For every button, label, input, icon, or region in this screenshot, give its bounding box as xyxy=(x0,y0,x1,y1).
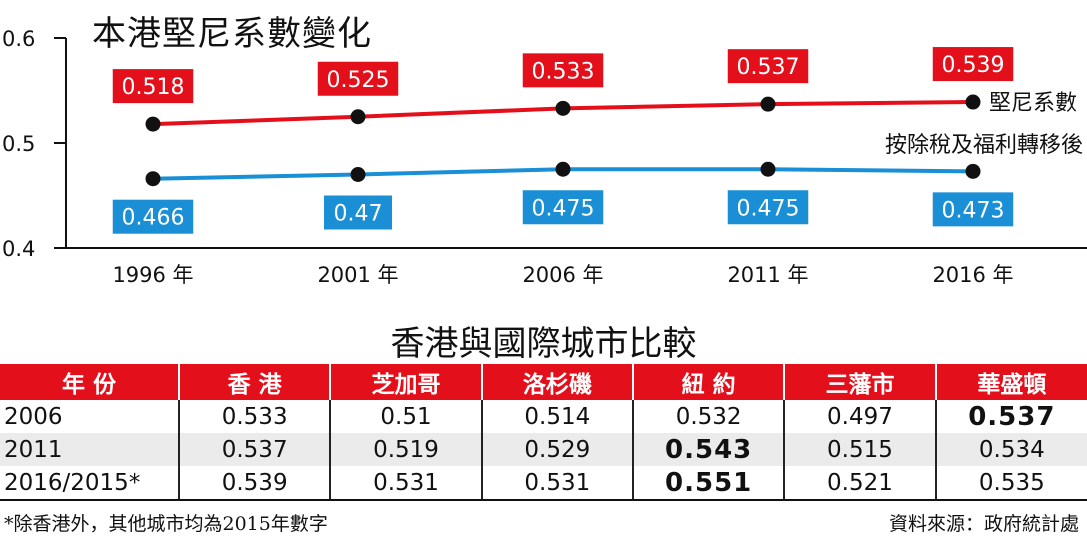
data-label: 0.466 xyxy=(122,206,185,231)
y-tick-label: 0.6 xyxy=(2,27,35,51)
data-label-box xyxy=(522,190,604,225)
x-tick-label: 2011 年 xyxy=(727,263,808,287)
cell-value-highlight: 0.551 xyxy=(631,466,785,501)
data-label: 0.475 xyxy=(532,196,595,221)
data-label: 0.473 xyxy=(942,198,1005,223)
cell-value: 0.534 xyxy=(934,433,1087,466)
cell-value: 0.531 xyxy=(329,466,482,501)
cell-value: 0.519 xyxy=(329,433,482,466)
data-point xyxy=(555,100,571,116)
header-los-angeles: 洛杉磯 xyxy=(480,364,633,400)
data-point xyxy=(760,96,776,112)
series-label-after-tax: 按除稅及福利轉移後 xyxy=(885,133,1083,158)
chart-title: 本港堅尼系數變化 xyxy=(84,6,380,55)
data-point xyxy=(350,167,366,182)
data-label: 0.525 xyxy=(327,68,390,93)
cell-year: 2006 xyxy=(4,403,63,430)
cell-value: 0.535 xyxy=(934,466,1087,501)
data-point xyxy=(760,161,776,177)
header-chicago: 芝加哥 xyxy=(329,364,482,400)
table-row: 2011 0.537 0.519 0.529 0.543 0.515 0.534 xyxy=(0,433,1087,466)
table-header-row: 年 份 香 港 芝加哥 洛杉磯 紐 約 三藩市 華盛頓 xyxy=(0,364,1087,400)
cell-value: 0.537 xyxy=(177,433,331,466)
comparison-table: 年 份 香 港 芝加哥 洛杉磯 紐 約 三藩市 華盛頓 2006 0.533 0… xyxy=(0,364,1087,501)
data-label-box xyxy=(727,190,809,225)
data-label-box xyxy=(522,53,604,88)
data-point xyxy=(145,116,161,132)
cell-value: 0.515 xyxy=(783,433,936,466)
source-note: 資料來源：政府統計處 xyxy=(888,513,1079,535)
data-label: 0.475 xyxy=(737,196,800,221)
data-point xyxy=(555,161,571,177)
cell-value: 0.531 xyxy=(480,466,633,501)
header-hong-kong: 香 港 xyxy=(177,364,331,400)
cell-value: 0.533 xyxy=(177,400,331,433)
data-point xyxy=(145,171,161,187)
header-washington: 華盛頓 xyxy=(934,364,1087,400)
data-point xyxy=(965,163,981,179)
cell-value: 0.529 xyxy=(480,433,633,466)
table-row: 2016/2015* 0.539 0.531 0.531 0.551 0.521… xyxy=(0,466,1087,501)
cell-value: 0.539 xyxy=(177,466,331,501)
data-label: 0.518 xyxy=(122,75,185,100)
cell-value: 0.521 xyxy=(783,466,936,501)
cell-year: 2016/2015* xyxy=(0,466,179,501)
data-point xyxy=(965,94,981,110)
data-label-box xyxy=(112,69,194,104)
header-year: 年 份 xyxy=(0,364,179,400)
x-tick-label: 1996 年 xyxy=(112,263,193,287)
data-label: 0.539 xyxy=(942,53,1005,78)
header-new-york: 紐 約 xyxy=(631,364,785,400)
data-label: 0.533 xyxy=(532,59,595,84)
data-point xyxy=(350,109,366,125)
data-label-box xyxy=(317,61,399,96)
cell-value-highlight: 0.543 xyxy=(631,433,785,466)
cell-value: 0.51 xyxy=(329,400,482,433)
data-label: 0.537 xyxy=(737,55,800,80)
data-label-box xyxy=(932,47,1014,82)
table-title: 香港與國際城市比較 xyxy=(390,324,697,364)
footnote: *除香港外，其他城市均為2015年數字 xyxy=(4,513,328,535)
header-san-francisco: 三藩市 xyxy=(783,364,936,400)
data-label: 0.47 xyxy=(334,202,383,227)
data-label-box xyxy=(324,195,392,230)
y-tick-label: 0.4 xyxy=(2,237,35,261)
cell-year: 2011 xyxy=(0,433,179,466)
x-tick-label: 2001 年 xyxy=(317,263,398,287)
x-tick-label: 2006 年 xyxy=(522,263,603,287)
y-tick-label: 0.5 xyxy=(2,132,35,156)
cell-value: 0.514 xyxy=(480,400,633,433)
data-label-box xyxy=(932,192,1014,227)
cell-value: 0.497 xyxy=(783,400,936,433)
x-tick-label: 2016 年 xyxy=(932,263,1013,287)
series-label-gini: 堅尼系數 xyxy=(989,91,1077,116)
data-label-box xyxy=(727,49,809,84)
table-row: 2006 0.533 0.51 0.514 0.532 0.497 0.537 xyxy=(0,400,1087,433)
cell-value: 0.532 xyxy=(631,400,785,433)
cell-value-highlight: 0.537 xyxy=(934,400,1087,433)
gini-line-chart: 0.4 0.5 0.6 1996 年 2001 年 2006 年 2011 年 2016 年 0… xyxy=(2,27,1087,287)
data-label-box xyxy=(112,199,194,234)
